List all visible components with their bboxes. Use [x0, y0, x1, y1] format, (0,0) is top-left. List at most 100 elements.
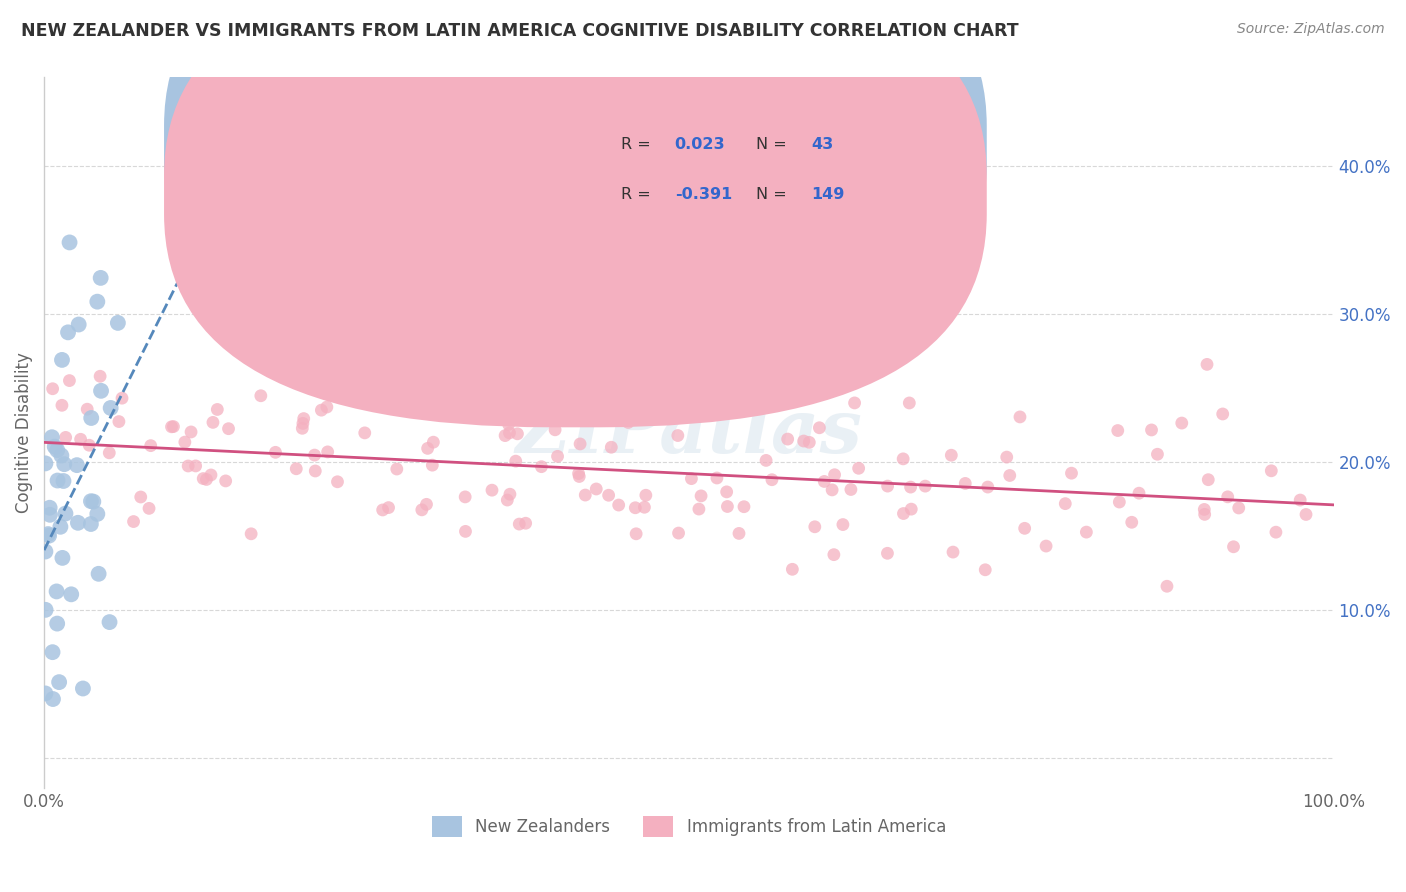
Point: [808, 421, 831, 435]
Point: [782, 562, 804, 576]
Point: [201, 416, 224, 430]
Point: [617, 416, 640, 430]
Point: [824, 467, 846, 482]
Point: [1171, 416, 1194, 430]
Point: [42, 692, 65, 706]
Point: [98, 446, 121, 460]
Point: [761, 473, 783, 487]
Point: [942, 545, 965, 559]
Point: [666, 428, 689, 442]
Point: [122, 515, 145, 529]
Point: [1222, 540, 1244, 554]
Point: [291, 421, 314, 435]
Point: [195, 473, 218, 487]
Point: [799, 435, 821, 450]
Point: [600, 440, 623, 454]
Point: [58, 235, 80, 250]
Text: ZIPatlas: ZIPatlas: [516, 396, 862, 469]
Point: [1227, 500, 1250, 515]
Legend: New Zealanders, Immigrants from Latin America: New Zealanders, Immigrants from Latin Am…: [425, 810, 953, 844]
Point: [311, 403, 333, 417]
Point: [1260, 464, 1282, 478]
Point: [90, 271, 112, 285]
Point: [37, 527, 59, 541]
Point: [177, 458, 200, 473]
Point: [34, 603, 56, 617]
Point: [304, 448, 326, 462]
Point: [804, 520, 827, 534]
Point: [481, 483, 503, 498]
Text: 149: 149: [811, 187, 845, 202]
Point: [425, 394, 447, 409]
Point: [955, 476, 977, 491]
Point: [66, 516, 89, 530]
Point: [544, 423, 567, 437]
Point: [668, 526, 690, 541]
Point: [1289, 493, 1312, 508]
Point: [411, 503, 433, 517]
Point: [1295, 508, 1317, 522]
Point: [44, 440, 66, 454]
Point: [693, 401, 716, 415]
Point: [34, 686, 56, 700]
Point: [624, 526, 647, 541]
Point: [326, 475, 349, 489]
Point: [215, 474, 238, 488]
Point: [173, 435, 195, 450]
Point: [292, 411, 315, 425]
Point: [138, 501, 160, 516]
Point: [1194, 502, 1216, 516]
Point: [1156, 579, 1178, 593]
Point: [1264, 525, 1286, 540]
Text: N =: N =: [756, 187, 792, 202]
Point: [86, 507, 108, 521]
Point: [839, 483, 862, 497]
Point: [793, 434, 815, 448]
Point: [139, 439, 162, 453]
Point: [1060, 466, 1083, 480]
Point: [974, 563, 997, 577]
Point: [39, 508, 62, 522]
Text: NEW ZEALANDER VS IMMIGRANTS FROM LATIN AMERICA COGNITIVE DISABILITY CORRELATION : NEW ZEALANDER VS IMMIGRANTS FROM LATIN A…: [21, 22, 1019, 40]
Point: [844, 396, 866, 410]
FancyBboxPatch shape: [165, 0, 987, 427]
Point: [900, 480, 922, 494]
Text: 0.023: 0.023: [675, 137, 725, 153]
Point: [598, 488, 620, 502]
Point: [755, 453, 778, 467]
Point: [568, 467, 591, 481]
Point: [86, 294, 108, 309]
Point: [264, 445, 287, 459]
Text: R =: R =: [620, 137, 655, 153]
Point: [914, 479, 936, 493]
Text: R =: R =: [620, 187, 655, 202]
Point: [46, 443, 69, 458]
Point: [87, 566, 110, 581]
Point: [1212, 407, 1234, 421]
Point: [848, 461, 870, 475]
Point: [240, 526, 263, 541]
Point: [891, 451, 914, 466]
Point: [41, 382, 63, 396]
Point: [66, 458, 89, 472]
Point: [46, 616, 69, 631]
Point: [823, 548, 845, 562]
Point: [82, 494, 104, 508]
Point: [34, 544, 56, 558]
Point: [498, 425, 520, 440]
Point: [129, 490, 152, 504]
Point: [1054, 497, 1077, 511]
Y-axis label: Cognitive Disability: Cognitive Disability: [15, 352, 32, 513]
Point: [898, 396, 921, 410]
Point: [250, 389, 273, 403]
Point: [80, 411, 103, 425]
Point: [46, 474, 69, 488]
Point: [45, 584, 67, 599]
Point: [51, 398, 73, 412]
Point: [634, 488, 657, 502]
Point: [52, 474, 75, 488]
Point: [1140, 423, 1163, 437]
Point: [49, 520, 72, 534]
Point: [1035, 539, 1057, 553]
Point: [1146, 447, 1168, 461]
